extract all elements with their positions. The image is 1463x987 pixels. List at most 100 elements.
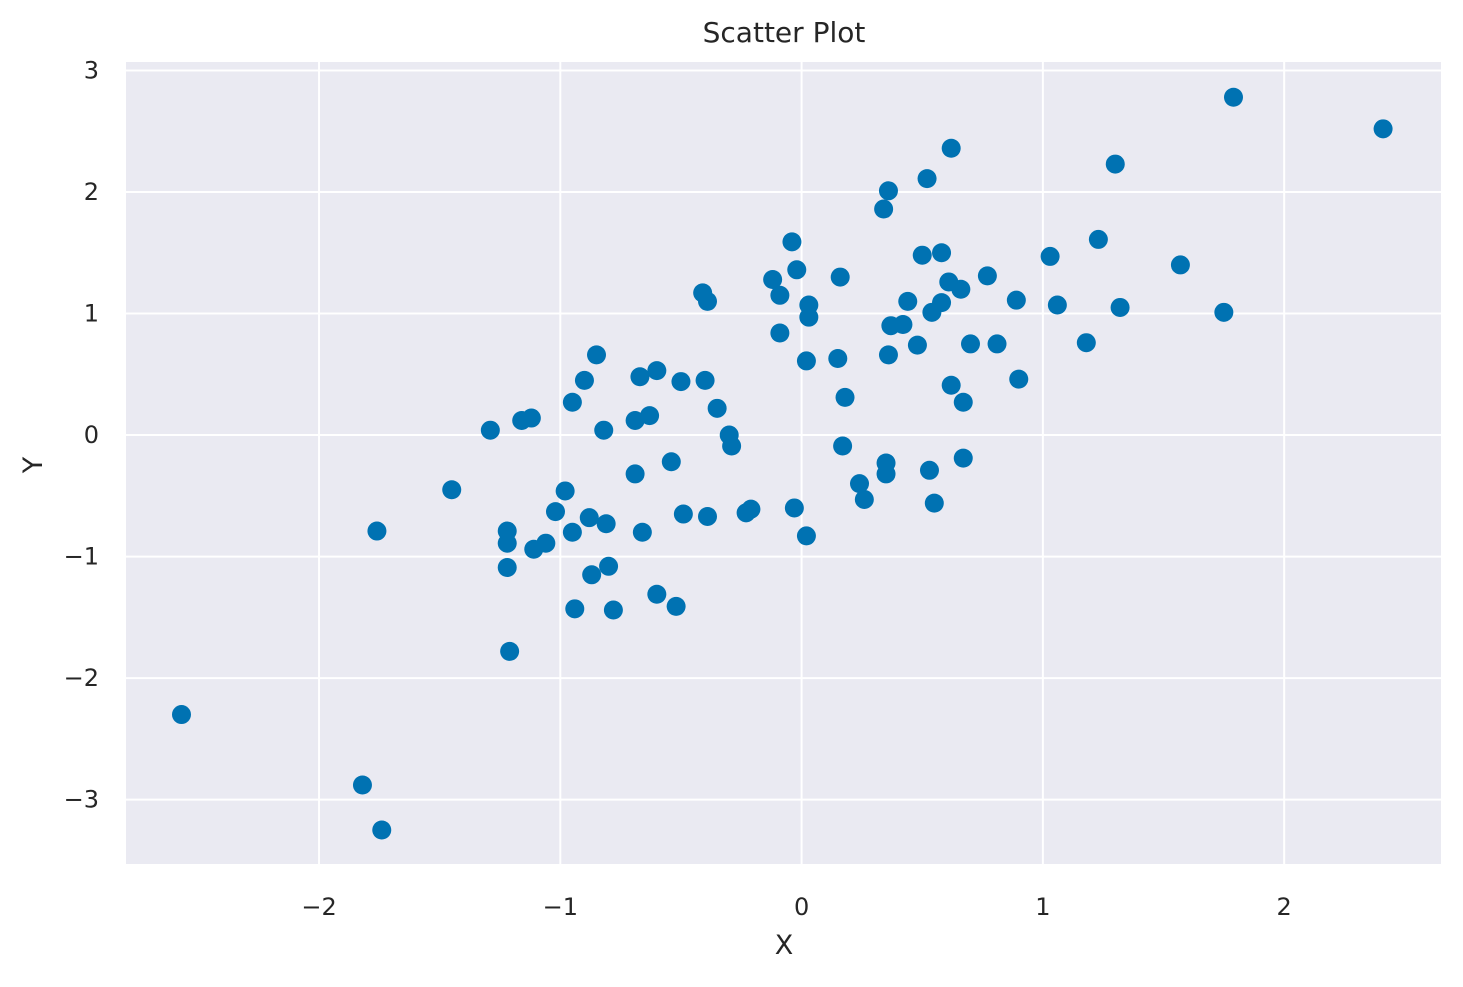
data-points (171, 87, 1393, 840)
scatter-point (372, 820, 392, 840)
scatter-point (850, 474, 870, 494)
scatter-point (953, 392, 973, 412)
scatter-point (763, 270, 783, 290)
y-tick-label: 1 (84, 300, 99, 328)
scatter-point (878, 345, 898, 365)
scatter-point (587, 345, 607, 365)
x-tick-label: 1 (1035, 893, 1050, 921)
scatter-point (1088, 229, 1108, 249)
scatter-point (1006, 290, 1026, 310)
scatter-point (876, 464, 896, 484)
plot-area (126, 62, 1441, 864)
scatter-point (941, 375, 961, 395)
chart-title: Scatter Plot (703, 16, 866, 49)
scatter-point (555, 481, 575, 501)
scatter-point (562, 522, 582, 542)
scatter-point (640, 406, 660, 426)
scatter-point (497, 533, 517, 553)
scatter-point (707, 398, 727, 418)
scatter-point (1040, 246, 1060, 266)
y-tick-label: −2 (64, 664, 99, 692)
scatter-point (924, 493, 944, 513)
scatter-point (666, 596, 686, 616)
scatter-point (625, 464, 645, 484)
scatter-point (697, 506, 717, 526)
scatter-point (521, 408, 541, 428)
y-tick-labels: −3 −2 −1 0 1 2 3 (64, 57, 99, 814)
scatter-point (835, 387, 855, 407)
scatter-point (630, 367, 650, 387)
scatter-point (784, 498, 804, 518)
scatter-point (599, 556, 619, 576)
scatter-point (796, 351, 816, 371)
scatter-point (833, 436, 853, 456)
scatter-point (352, 775, 372, 795)
x-tick-label: −2 (301, 893, 336, 921)
x-tick-label: 0 (794, 893, 809, 921)
y-tick-label: −1 (64, 543, 99, 571)
scatter-point (951, 279, 971, 299)
scatter-point (1009, 369, 1029, 389)
scatter-point (1110, 297, 1130, 317)
scatter-point (536, 533, 556, 553)
scatter-point (770, 285, 790, 305)
scatter-point (603, 600, 623, 620)
scatter-point (480, 420, 500, 440)
scatter-point (799, 307, 819, 327)
scatter-point (987, 334, 1007, 354)
scatter-point (579, 508, 599, 528)
y-axis-label: Y (18, 456, 49, 474)
scatter-point (625, 410, 645, 430)
scatter-point (647, 361, 667, 381)
scatter-point (828, 348, 848, 368)
scatter-point (582, 565, 602, 585)
scatter-point (1076, 333, 1096, 353)
scatter-point (1223, 87, 1243, 107)
x-tick-labels: −2 −1 0 1 2 (301, 893, 1291, 921)
scatter-point (545, 502, 565, 522)
scatter-point (565, 599, 585, 619)
scatter-point (632, 522, 652, 542)
scatter-point (661, 452, 681, 472)
x-tick-label: −1 (543, 893, 578, 921)
scatter-point (671, 372, 691, 392)
x-tick-label: 2 (1277, 893, 1292, 921)
scatter-point (960, 334, 980, 354)
scatter-point (562, 392, 582, 412)
scatter-point (695, 370, 715, 390)
x-axis-label: X (775, 930, 794, 961)
y-tick-label: 0 (84, 421, 99, 449)
scatter-point (941, 138, 961, 158)
scatter-point (919, 460, 939, 480)
scatter-point (697, 291, 717, 311)
scatter-point (574, 370, 594, 390)
scatter-point (912, 245, 932, 265)
scatter-point (367, 521, 387, 541)
scatter-point (878, 181, 898, 201)
y-tick-label: 2 (84, 178, 99, 206)
scatter-point (787, 260, 807, 280)
scatter-point (782, 232, 802, 252)
scatter-point (741, 499, 761, 519)
y-tick-label: 3 (84, 57, 99, 85)
scatter-point (932, 293, 952, 313)
scatter-point (977, 266, 997, 286)
scatter-point (722, 436, 742, 456)
scatter-point (673, 504, 693, 524)
scatter-point (497, 558, 517, 578)
scatter-point (500, 641, 520, 661)
scatter-point (1214, 302, 1234, 322)
scatter-point (907, 335, 927, 355)
scatter-point (874, 199, 894, 219)
y-tick-label: −3 (64, 786, 99, 814)
scatter-point (796, 526, 816, 546)
scatter-point (770, 323, 790, 343)
scatter-point (1105, 154, 1125, 174)
scatter-point (596, 514, 616, 534)
scatter-point (893, 314, 913, 334)
scatter-point (932, 243, 952, 263)
scatter-point (854, 489, 874, 509)
scatter-point (647, 584, 667, 604)
scatter-point (953, 448, 973, 468)
